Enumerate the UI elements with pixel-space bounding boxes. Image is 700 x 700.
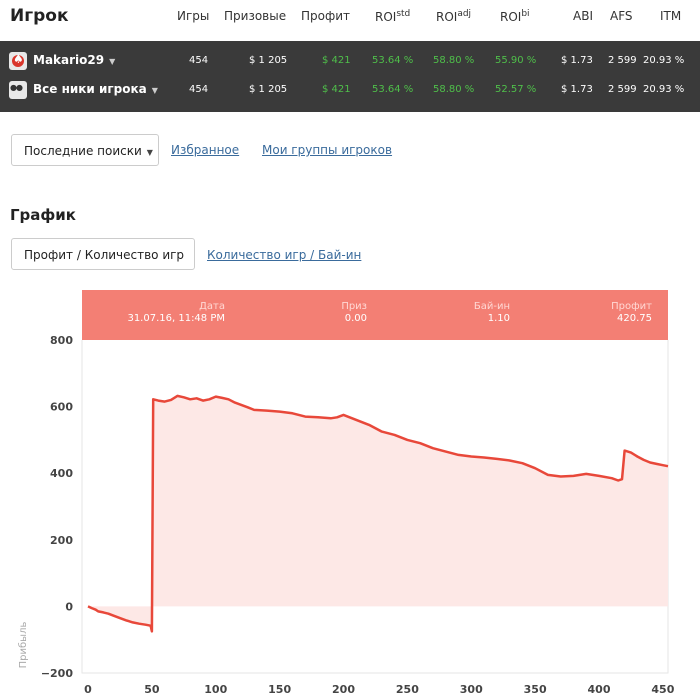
col-roi-bi[interactable]: ROIbi [500,9,530,24]
player-name-dropdown[interactable]: Makario29 ▼ [33,53,115,67]
y-tick-label: 600 [50,401,73,414]
player-row[interactable]: Все ники игрока ▼ 454 $ 1 205 $ 421 53.64… [0,76,700,106]
x-tick-label: 450 [651,683,674,696]
player-heading: Игрок [10,6,69,26]
tooltip-buyin-value: 1.10 [487,313,510,324]
x-tick-label: 350 [524,683,547,696]
tab-games-buyin[interactable]: Количество игр / Бай-ин [207,248,362,262]
col-roi-std-sup: std [396,9,411,19]
tooltip-buyin: Бай-ин 1.10 [474,301,510,324]
players-header: Игрок Игры Призовые Профит ROIstd ROIadj… [0,0,700,40]
tooltip-prize-label: Приз [341,301,367,312]
caret-down-icon: ▼ [109,57,116,66]
cell-roi-bi: 52.57 % [495,84,537,95]
col-prizes[interactable]: Призовые [224,9,287,23]
graph-title: График [10,206,76,224]
col-roi-adj-sup: adj [457,9,472,19]
x-tick-label: 150 [268,683,291,696]
caret-down-icon: ▼ [151,86,158,95]
cell-games: 454 [189,55,209,66]
profit-line [87,394,669,633]
profit-chart[interactable]: −200 0 200 400 600 800 0 50 100 150 200 250 300 350 4… [0,280,700,700]
tooltip-prize: Приз 0.00 [341,301,367,324]
cell-itm: 20.93 % [643,55,685,66]
cell-roi-std: 53.64 % [372,55,414,66]
pokerstars-icon [9,52,27,70]
player-name: Все ники игрока [33,82,147,96]
y-tick-label: 200 [50,534,73,547]
tooltip-date: Дата 31.07.16, 11:48 PM [127,301,225,324]
cell-prizes: $ 1 205 [249,84,288,95]
col-roi-bi-sup: bi [521,9,530,19]
tooltip-prize-value: 0.00 [344,313,367,324]
y-tick-label: 0 [65,600,73,613]
cell-roi-std: 53.64 % [372,84,414,95]
x-axis-ticks: 0 50 100 150 200 250 300 350 400 450 [84,683,675,696]
col-games[interactable]: Игры [177,9,210,23]
player-name: Makario29 [33,53,105,67]
player-group-icon [9,81,27,99]
player-name-dropdown[interactable]: Все ники игрока ▼ [33,82,158,96]
profit-area [88,395,668,632]
col-roi-adj-base: ROI [436,10,458,24]
tooltip-profit: Профит 420.75 [611,301,652,324]
cell-itm: 20.93 % [643,84,685,95]
tooltip-profit-value: 420.75 [617,313,652,324]
x-tick-label: 250 [396,683,419,696]
col-roi-adj[interactable]: ROIadj [436,9,471,24]
col-abi[interactable]: ABI [573,9,593,23]
y-tick-label: 800 [50,334,73,347]
x-tick-label: 300 [460,683,483,696]
caret-down-icon: ▼ [146,148,153,157]
cell-afs: 2 599 [608,55,637,66]
tooltip-date-value: 31.07.16, 11:48 PM [127,313,225,324]
x-tick-label: 0 [84,683,92,696]
y-axis-label: Прибыль [18,622,29,669]
col-profit[interactable]: Профит [301,9,351,23]
x-tick-label: 200 [332,683,355,696]
y-axis-ticks: −200 0 200 400 600 800 [41,334,74,680]
col-roi-bi-base: ROI [500,10,522,24]
cell-roi-bi: 55.90 % [495,55,537,66]
col-afs[interactable]: AFS [610,9,633,23]
tooltip-buyin-label: Бай-ин [473,301,510,312]
cell-games: 454 [189,84,209,95]
my-player-groups-link[interactable]: Мои группы игроков [262,143,393,157]
cell-profit: $ 421 [322,55,351,66]
col-itm[interactable]: ITM [660,9,682,23]
recent-searches-dropdown[interactable]: Последние поиски ▼ [11,134,159,166]
cell-abi: $ 1.73 [561,55,593,66]
cell-roi-adj: 58.80 % [433,55,475,66]
players-table: Makario29 ▼ 454 $ 1 205 $ 421 53.64 % 58.… [0,41,700,112]
col-roi-std[interactable]: ROIstd [375,9,410,24]
cell-afs: 2 599 [608,84,637,95]
chart-tooltip: Дата 31.07.16, 11:48 PM Приз 0.00 Бай-ин… [82,290,668,340]
tab-profit-games[interactable]: Профит / Количество игр [11,238,195,270]
cell-roi-adj: 58.80 % [433,84,475,95]
cell-abi: $ 1.73 [561,84,593,95]
player-row[interactable]: Makario29 ▼ 454 $ 1 205 $ 421 53.64 % 58.… [0,47,700,77]
x-tick-label: 50 [144,683,160,696]
x-tick-label: 100 [204,683,227,696]
col-roi-std-base: ROI [375,10,397,24]
recent-searches-label: Последние поиски [24,144,142,158]
tooltip-date-label: Дата [199,301,225,312]
y-tick-label: 400 [50,467,73,480]
favorites-link[interactable]: Избранное [171,143,240,157]
tooltip-profit-label: Профит [611,301,652,312]
cell-prizes: $ 1 205 [249,55,288,66]
x-tick-label: 400 [588,683,611,696]
y-tick-label: −200 [41,667,74,680]
cell-profit: $ 421 [322,84,351,95]
